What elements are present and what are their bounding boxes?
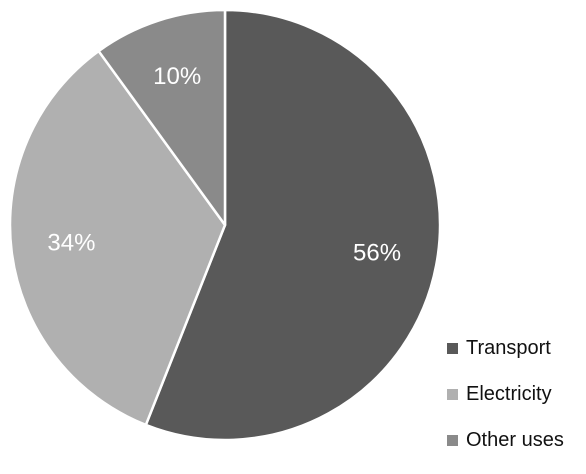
pie-chart-svg: 56% 34% 10%	[8, 8, 442, 442]
legend-swatch-transport	[447, 343, 458, 354]
pie-slice-transport	[144, 8, 442, 442]
data-label-transport: 56%	[353, 239, 401, 266]
legend-label-other-uses: Other uses	[466, 429, 564, 451]
pie-slice-labels: 56% 34% 10%	[47, 63, 401, 266]
pie-chart: 56% 34% 10% Transport Electricity Other us…	[8, 8, 564, 451]
pie-slices	[8, 8, 442, 442]
data-label-electricity: 34%	[47, 230, 95, 257]
legend-item-transport: Transport	[447, 336, 585, 361]
pie-slice-other-uses	[97, 8, 227, 227]
data-label-other-uses: 10%	[153, 63, 201, 90]
pie-slice-electricity	[8, 49, 227, 427]
legend-label-transport: Transport	[466, 337, 551, 359]
legend-swatch-electricity	[447, 389, 458, 400]
legend-swatch-other-uses	[447, 435, 458, 446]
legend-item-electricity: Electricity	[447, 382, 585, 407]
legend-item-other-uses: Other uses	[447, 428, 585, 453]
legend: Transport Electricity Other uses	[447, 336, 585, 474]
legend-label-electricity: Electricity	[466, 383, 552, 405]
